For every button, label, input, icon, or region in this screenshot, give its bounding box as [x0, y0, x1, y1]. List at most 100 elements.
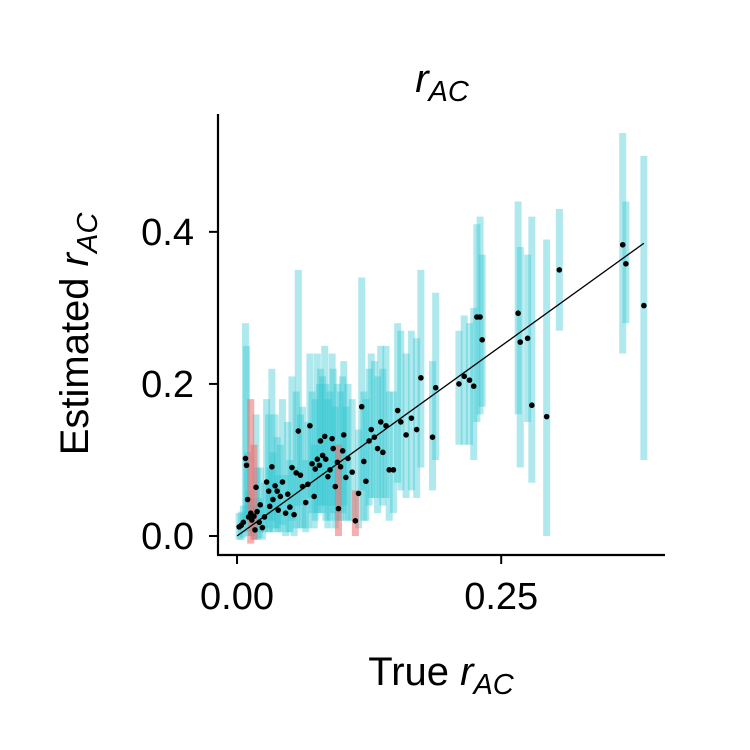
x-axis-label: True rAC [368, 650, 515, 701]
y-tick-label: 0.0 [141, 516, 194, 558]
y-tick-label: 0.2 [141, 364, 194, 406]
data-point [311, 493, 317, 500]
data-point [321, 433, 328, 440]
data-point [374, 445, 381, 452]
data-point [339, 448, 346, 454]
data-point [352, 517, 359, 524]
data-point [263, 479, 270, 485]
chart-title: rAC [415, 57, 470, 108]
data-point [358, 403, 365, 410]
data-point [371, 434, 378, 440]
data-points [236, 241, 647, 533]
data-point [329, 435, 335, 442]
data-point [394, 407, 401, 414]
data-point [307, 422, 313, 429]
data-point [517, 339, 524, 345]
data-point [287, 504, 293, 510]
data-point [314, 456, 321, 462]
data-point [368, 426, 375, 433]
data-point [623, 260, 629, 267]
data-point [252, 527, 258, 533]
data-point [332, 483, 339, 490]
data-point [257, 502, 264, 508]
data-point [274, 488, 280, 494]
y-axis-label: Estimated rAC [53, 212, 104, 456]
data-point [325, 473, 331, 480]
data-point [524, 335, 531, 342]
data-point [242, 455, 249, 462]
data-point [363, 478, 369, 485]
data-point [243, 462, 250, 469]
data-point [390, 467, 397, 473]
data-point [254, 508, 260, 515]
data-point [477, 314, 483, 320]
data-point [240, 519, 247, 526]
data-point [398, 419, 404, 425]
data-point [340, 432, 347, 438]
data-point [277, 493, 284, 500]
data-point [386, 467, 392, 473]
data-point [413, 426, 420, 433]
data-point [275, 507, 282, 513]
data-point [355, 490, 362, 497]
data-point [316, 462, 323, 469]
data-point [383, 422, 389, 429]
data-point [284, 491, 291, 497]
data-point [337, 464, 344, 470]
data-point [556, 267, 563, 273]
data-point [429, 434, 436, 440]
data-point [366, 438, 372, 444]
data-point [461, 373, 468, 380]
data-point [335, 505, 342, 512]
data-point [279, 479, 286, 485]
data-point [266, 503, 273, 510]
data-point [270, 496, 276, 503]
data-point [293, 470, 299, 476]
data-point [295, 428, 302, 434]
data-point [403, 432, 409, 438]
data-point [327, 467, 333, 473]
data-point [334, 459, 341, 466]
data-point [309, 460, 315, 467]
data-point [641, 302, 647, 309]
data-point [302, 499, 309, 506]
data-point [330, 445, 336, 452]
data-point [253, 484, 259, 491]
data-point [345, 455, 351, 462]
data-point [282, 510, 289, 516]
data-point [289, 464, 295, 471]
data-point [317, 438, 324, 444]
data-point [380, 449, 386, 456]
data-point [299, 483, 306, 490]
data-point [272, 483, 278, 489]
data-point [456, 381, 462, 387]
data-point [256, 519, 263, 526]
data-point [261, 514, 268, 520]
data-point [251, 513, 257, 520]
data-point [361, 458, 367, 465]
data-point [543, 413, 550, 420]
y-tick-label: 0.4 [141, 212, 194, 254]
data-point [305, 481, 311, 488]
data-point [408, 415, 415, 421]
data-point [377, 419, 384, 425]
data-point [322, 456, 329, 462]
data-point [244, 496, 251, 503]
data-point [418, 375, 424, 381]
data-point [529, 402, 535, 409]
plot-area [235, 133, 648, 544]
data-point [269, 464, 275, 470]
data-point [312, 466, 319, 472]
data-point [265, 488, 272, 494]
axis-ticks: 0.00 0.25 0.0 0.2 0.4 [141, 212, 538, 618]
data-point [297, 472, 304, 478]
data-point [619, 241, 626, 248]
data-point [291, 511, 297, 518]
data-point [319, 452, 326, 459]
data-point [259, 524, 266, 531]
x-tick-label: 0.00 [200, 576, 274, 618]
error-bars [235, 133, 648, 544]
data-point [470, 383, 477, 390]
data-point [466, 377, 473, 383]
